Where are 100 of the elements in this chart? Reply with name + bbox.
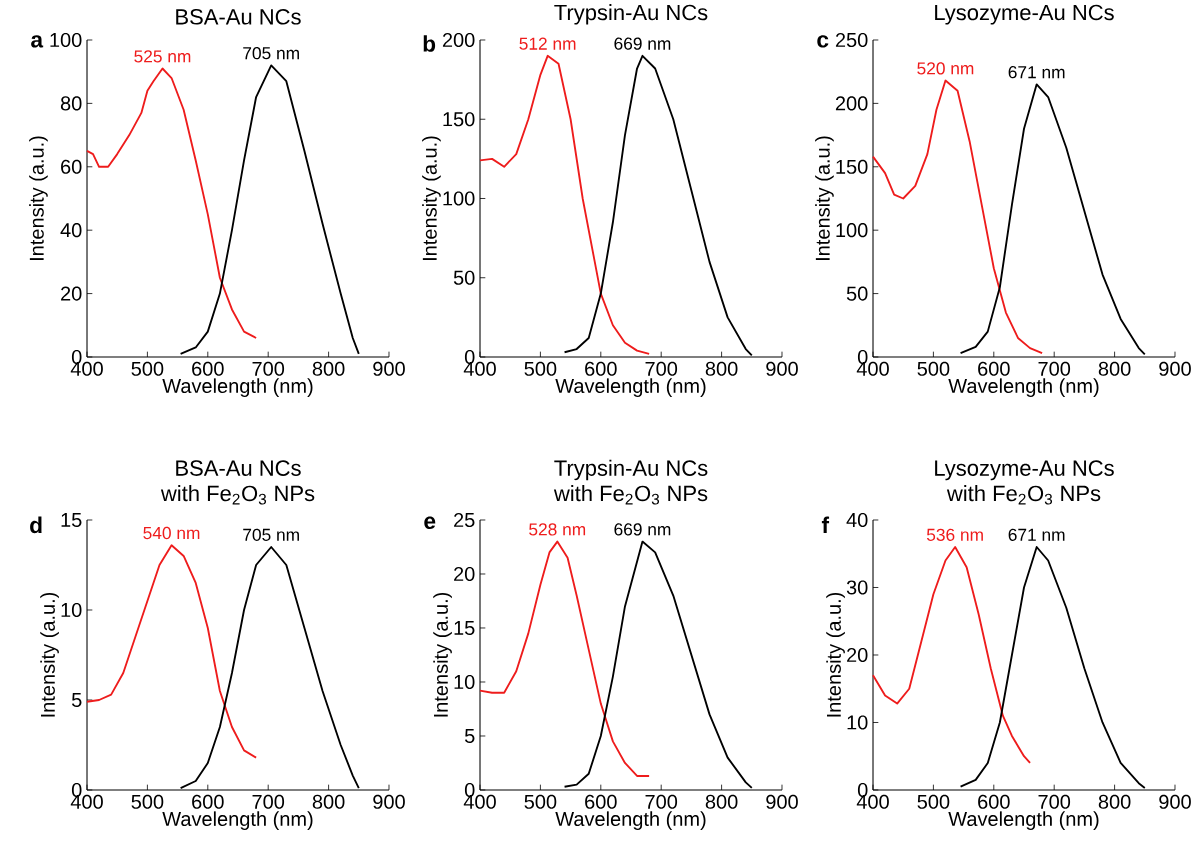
x-tick-label: 700 <box>252 361 285 376</box>
x-tick-label: 900 <box>766 794 798 809</box>
x-tick-label: 800 <box>312 794 345 809</box>
x-axis-title: Wavelength (nm) <box>162 811 313 830</box>
y-tick-label: 100 <box>50 32 82 48</box>
x-tick-label: 500 <box>524 361 557 376</box>
chart-title: BSA-Au NCs <box>176 460 301 476</box>
annotation: 536 nm <box>926 528 983 541</box>
x-axis-title: Wavelength (nm) <box>555 378 706 397</box>
x-axis-title: Wavelength (nm) <box>555 811 706 830</box>
x-tick-label: 900 <box>1159 361 1191 376</box>
y-tick-label: 50 <box>846 286 868 301</box>
line-series <box>479 54 651 355</box>
y-tick-label: 15 <box>61 513 82 527</box>
annotation: 520 nm <box>917 62 974 75</box>
x-tick-label: 500 <box>524 794 557 809</box>
y-axis-title: Intensity (a.u.) <box>40 592 59 717</box>
y-tick-label: 200 <box>442 32 475 48</box>
x-tick-label: 500 <box>917 794 950 809</box>
y-tick-label: 50 <box>453 270 475 285</box>
annotation: 705 nm <box>243 528 299 541</box>
x-axis-title: Wavelength (nm) <box>948 378 1099 397</box>
x-tick-label: 500 <box>131 361 164 376</box>
y-tick-label: 10 <box>454 674 475 690</box>
y-tick-label: 200 <box>835 96 868 111</box>
x-tick-label: 600 <box>192 361 224 376</box>
annotation: 525 nm <box>134 50 191 63</box>
y-axis-title: Intensity (a.u.) <box>422 136 441 261</box>
y-tick-label: 15 <box>454 621 475 635</box>
y-tick-label: 150 <box>836 159 868 174</box>
line-series <box>872 546 1031 764</box>
y-tick-label: 100 <box>836 223 868 238</box>
x-tick-label: 600 <box>978 794 1010 809</box>
annotation: 705 nm <box>243 47 299 60</box>
x-tick-label: 900 <box>373 361 405 376</box>
chart-title: Trypsin-Au NCs <box>554 459 708 481</box>
x-axis-title: Wavelength (nm) <box>162 378 313 397</box>
y-tick-label: 20 <box>61 286 82 301</box>
line-series <box>179 64 360 355</box>
text: e <box>424 516 436 530</box>
y-tick-label: 30 <box>846 580 868 595</box>
x-tick-label: 800 <box>312 361 345 376</box>
annotation: 540 nm <box>143 526 200 540</box>
y-tick-label: 20 <box>454 566 475 582</box>
annotation: 528 nm <box>529 523 586 536</box>
y-tick-label: 10 <box>847 715 868 730</box>
y-tick-label: 10 <box>61 602 82 618</box>
y-axis-title: Intensity (a.u.) <box>815 136 834 261</box>
chart-subtitle: with Fe$_{2}$O$_{3}$ NPs <box>553 485 708 505</box>
x-tick-label: 800 <box>705 794 738 809</box>
y-tick-label: 60 <box>61 159 82 174</box>
x-tick-label: 600 <box>585 794 617 809</box>
x-tick-label: 800 <box>1098 361 1131 376</box>
annotation: 669 nm <box>614 523 671 536</box>
x-tick-label: 900 <box>766 361 798 376</box>
y-tick-label: 5 <box>71 693 82 707</box>
x-tick-label: 700 <box>1038 794 1071 809</box>
text: d <box>30 516 42 534</box>
y-tick-label: 80 <box>60 96 82 111</box>
x-tick-label: 800 <box>705 361 738 376</box>
y-axis-title: Intensity (a.u.) <box>826 592 845 717</box>
x-tick-label: 600 <box>585 361 617 376</box>
y-tick-label: 150 <box>443 112 475 127</box>
x-tick-label: 700 <box>645 794 678 809</box>
chart-title: BSA-Au NCs <box>176 9 301 25</box>
y-tick-label: 100 <box>443 191 475 206</box>
x-tick-label: 600 <box>978 361 1010 376</box>
x-tick-label: 900 <box>373 794 405 809</box>
y-tick-label: 5 <box>464 729 475 743</box>
x-tick-label: 700 <box>645 361 678 376</box>
chart-title: Lysozyme-Au NCs <box>935 460 1114 481</box>
y-tick-label: 20 <box>847 647 868 663</box>
x-tick-label: 900 <box>1159 794 1191 809</box>
chart-subtitle: with Fe$_{2}$O$_{3}$ NPs <box>946 485 1101 505</box>
annotation: 669 nm <box>614 37 671 50</box>
y-tick-label: 40 <box>60 223 82 238</box>
chart-subtitle: with Fe$_{2}$O$_{3}$ NPs <box>160 485 315 505</box>
text: f <box>821 516 830 534</box>
x-tick-label: 700 <box>1038 361 1071 376</box>
text: b <box>423 35 436 52</box>
x-tick-label: 800 <box>1098 794 1131 809</box>
text: a <box>31 35 44 48</box>
chart-title: Lysozyme-Au NCs <box>935 4 1114 25</box>
y-tick-label: 40 <box>846 512 868 528</box>
annotation: 671 nm <box>1008 66 1065 79</box>
x-tick-label: 700 <box>252 794 285 809</box>
x-tick-label: 500 <box>131 794 164 809</box>
line-series <box>872 79 1044 355</box>
x-axis-title: Wavelength (nm) <box>948 811 1099 830</box>
x-tick-label: 600 <box>192 794 224 809</box>
line-series <box>86 67 258 339</box>
y-axis-title: Intensity (a.u.) <box>29 136 48 260</box>
annotation: 512 nm <box>519 37 576 50</box>
y-tick-label: 250 <box>835 32 868 48</box>
annotation: 671 nm <box>1008 528 1065 541</box>
y-axis-title: Intensity (a.u.) <box>433 592 452 717</box>
y-tick-label: 25 <box>454 512 475 528</box>
text: c <box>817 35 829 48</box>
chart-title: Trypsin-Au NCs <box>554 4 708 25</box>
line-series <box>479 540 651 777</box>
